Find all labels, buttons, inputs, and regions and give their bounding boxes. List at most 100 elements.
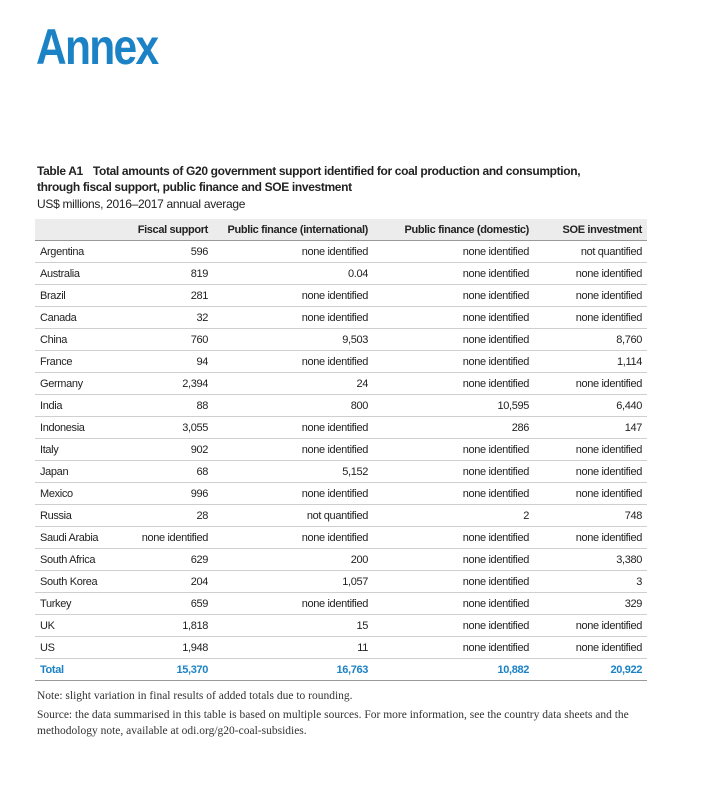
cell: 902 bbox=[130, 438, 213, 461]
cell: none identified bbox=[534, 438, 647, 461]
table-row: US 1,948 11 none identified none identified bbox=[35, 636, 647, 659]
cell: 800 bbox=[213, 394, 373, 417]
cell: 748 bbox=[534, 504, 647, 527]
cell: 147 bbox=[534, 416, 647, 439]
total-row: Total 15,370 16,763 10,882 20,922 bbox=[35, 658, 647, 681]
total-cell: Total bbox=[35, 658, 130, 681]
country-cell: Turkey bbox=[35, 592, 130, 615]
column-header: Fiscal support bbox=[130, 219, 213, 241]
table-row: Brazil 281 none identified none identified n… bbox=[35, 284, 647, 307]
cell: none identified bbox=[373, 614, 534, 637]
cell: 200 bbox=[213, 548, 373, 571]
table-row: Indonesia 3,055 none identified 286 147 bbox=[35, 416, 647, 439]
cell: none identified bbox=[213, 306, 373, 329]
cell: 3,380 bbox=[534, 548, 647, 571]
country-cell: Argentina bbox=[35, 240, 130, 263]
cell: 819 bbox=[130, 262, 213, 285]
cell: not quantified bbox=[534, 240, 647, 263]
cell: none identified bbox=[373, 328, 534, 351]
cell: none identified bbox=[373, 460, 534, 483]
cell: 1,948 bbox=[130, 636, 213, 659]
column-header: SOE investment bbox=[534, 219, 647, 241]
cell: 629 bbox=[130, 548, 213, 571]
table-row: South Korea 204 1,057 none identified 3 bbox=[35, 570, 647, 593]
cell: 3,055 bbox=[130, 416, 213, 439]
table-row: China 760 9,503 none identified 8,760 bbox=[35, 328, 647, 351]
country-cell: Australia bbox=[35, 262, 130, 285]
cell: none identified bbox=[534, 614, 647, 637]
cell: 2 bbox=[373, 504, 534, 527]
country-cell: Japan bbox=[35, 460, 130, 483]
column-header: Public finance (domestic) bbox=[373, 219, 534, 241]
cell: none identified bbox=[534, 636, 647, 659]
cell: 760 bbox=[130, 328, 213, 351]
table-row: Turkey 659 none identified none identified 3… bbox=[35, 592, 647, 615]
cell: none identified bbox=[213, 482, 373, 505]
cell: none identified bbox=[213, 592, 373, 615]
cell: 996 bbox=[130, 482, 213, 505]
cell: none identified bbox=[373, 526, 534, 549]
table-row: Argentina 596 none identified none identifi… bbox=[35, 240, 647, 263]
country-cell: Indonesia bbox=[35, 416, 130, 439]
cell: 94 bbox=[130, 350, 213, 373]
cell: 32 bbox=[130, 306, 213, 329]
country-cell: South Africa bbox=[35, 548, 130, 571]
country-cell: Brazil bbox=[35, 284, 130, 307]
cell: none identified bbox=[213, 284, 373, 307]
table-row: India 88 800 10,595 6,440 bbox=[35, 394, 647, 417]
cell: 329 bbox=[534, 592, 647, 615]
cell: 3 bbox=[534, 570, 647, 593]
data-table: Fiscal support Public finance (internatio… bbox=[35, 219, 647, 681]
table-row: Canada 32 none identified none identified no… bbox=[35, 306, 647, 329]
cell: none identified bbox=[213, 416, 373, 439]
cell: none identified bbox=[373, 548, 534, 571]
cell: 286 bbox=[373, 416, 534, 439]
cell: none identified bbox=[373, 350, 534, 373]
table-row: Russia 28 not quantified 2 748 bbox=[35, 504, 647, 527]
cell: none identified bbox=[534, 482, 647, 505]
table-row: South Africa 629 200 none identified 3,380 bbox=[35, 548, 647, 571]
cell: none identified bbox=[213, 240, 373, 263]
column-header: Public finance (international) bbox=[213, 219, 373, 241]
table-row: France 94 none identified none identified 1,… bbox=[35, 350, 647, 373]
cell: 8,760 bbox=[534, 328, 647, 351]
cell: 1,114 bbox=[534, 350, 647, 373]
table-caption: Table A1 Total amounts of G20 government … bbox=[37, 163, 581, 195]
country-cell: Saudi Arabia bbox=[35, 526, 130, 549]
cell: 5,152 bbox=[213, 460, 373, 483]
cell: 659 bbox=[130, 592, 213, 615]
cell: none identified bbox=[534, 262, 647, 285]
caption-line: through fiscal support, public finance a… bbox=[37, 180, 352, 194]
cell: none identified bbox=[373, 284, 534, 307]
cell: 0.04 bbox=[213, 262, 373, 285]
notes: Note: slight variation in final results … bbox=[37, 688, 667, 742]
note: Source: the data summarised in this tabl… bbox=[37, 709, 629, 737]
cell: 68 bbox=[130, 460, 213, 483]
cell: 1,057 bbox=[213, 570, 373, 593]
cell: 2,394 bbox=[130, 372, 213, 395]
cell: none identified bbox=[373, 372, 534, 395]
cell: 11 bbox=[213, 636, 373, 659]
caption-text: Total amounts of G20 government support … bbox=[92, 164, 581, 178]
table-row: Saudi Arabia none identified none identifi… bbox=[35, 526, 647, 549]
page-title: Annex bbox=[36, 19, 159, 75]
cell: not quantified bbox=[213, 504, 373, 527]
cell: none identified bbox=[373, 482, 534, 505]
total-cell: 15,370 bbox=[130, 658, 213, 681]
cell: 596 bbox=[130, 240, 213, 263]
cell: 1,818 bbox=[130, 614, 213, 637]
cell: none identified bbox=[213, 438, 373, 461]
table-row: UK 1,818 15 none identified none identified bbox=[35, 614, 647, 637]
cell: none identified bbox=[534, 372, 647, 395]
cell: none identified bbox=[373, 262, 534, 285]
cell: none identified bbox=[534, 306, 647, 329]
country-cell: US bbox=[35, 636, 130, 659]
cell: 88 bbox=[130, 394, 213, 417]
country-cell: Canada bbox=[35, 306, 130, 329]
country-cell: India bbox=[35, 394, 130, 417]
country-cell: France bbox=[35, 350, 130, 373]
header-row: Fiscal support Public finance (internatio… bbox=[35, 219, 647, 241]
table-label: Table A1 bbox=[37, 164, 83, 178]
cell: none identified bbox=[213, 526, 373, 549]
